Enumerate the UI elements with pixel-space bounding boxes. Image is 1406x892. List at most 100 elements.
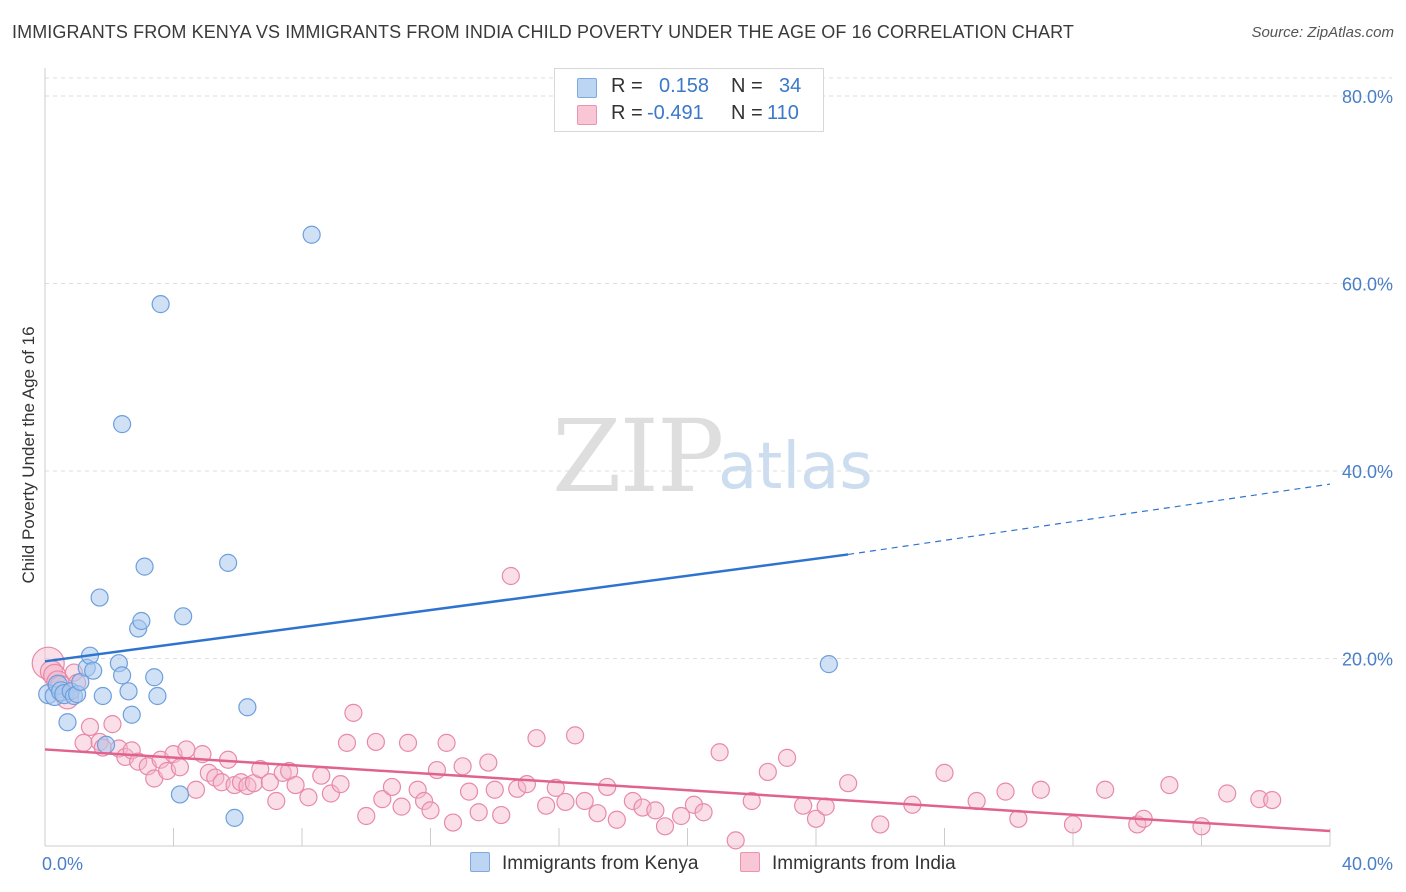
bottom-kenya-swatch <box>470 852 490 872</box>
india-point <box>312 766 331 785</box>
x-tick-label: 0.0% <box>42 854 83 874</box>
kenya-n-value: 34 <box>779 75 802 97</box>
kenya-n-label: N = <box>731 75 763 97</box>
india-point <box>103 715 122 734</box>
india-point <box>382 777 402 797</box>
india-point <box>575 791 594 811</box>
india-point <box>366 732 385 752</box>
y-tick-labels: 80.0% 60.0% 40.0% 20.0% <box>1342 87 1393 670</box>
india-point <box>408 780 427 799</box>
kenya-point <box>819 655 838 674</box>
india-point <box>996 782 1015 801</box>
trend-lines <box>44 483 1331 833</box>
india-point <box>671 806 691 826</box>
watermark-zip: ZIP <box>552 398 724 515</box>
india-n-label: N = <box>731 102 763 124</box>
y-tick-label: 40.0% <box>1342 462 1393 482</box>
india-point <box>177 740 196 759</box>
kenya-point <box>148 686 167 706</box>
india-point <box>684 795 704 814</box>
india-point <box>816 797 835 816</box>
india-point <box>758 762 777 782</box>
kenya-point <box>112 415 132 434</box>
kenya-point <box>93 686 112 706</box>
india-point <box>501 566 520 586</box>
india-point <box>623 791 642 811</box>
india-point <box>337 733 357 752</box>
india-point <box>344 703 363 722</box>
watermark-atlas: atlas <box>718 430 873 504</box>
kenya-point <box>132 611 151 631</box>
india-point <box>527 729 546 748</box>
india-point <box>453 757 472 776</box>
india-point <box>421 801 440 820</box>
india-swatch <box>577 105 597 125</box>
kenya-point <box>135 557 154 576</box>
india-point <box>726 831 745 850</box>
india-point <box>598 777 617 797</box>
india-point <box>1263 790 1282 810</box>
india-point <box>485 780 504 799</box>
india-point <box>839 774 858 793</box>
india-point <box>710 743 729 762</box>
india-trend-line <box>44 748 1331 833</box>
x-tick-labels: 0.0% 40.0% <box>42 854 1393 874</box>
kenya-point <box>170 785 190 804</box>
kenya-trend-line <box>44 553 849 663</box>
india-point <box>1009 809 1028 828</box>
india-point <box>437 733 456 752</box>
india-point <box>1218 784 1237 803</box>
india-point <box>170 758 190 777</box>
india-point <box>427 760 447 780</box>
kenya-point <box>112 666 132 685</box>
india-point <box>777 748 797 767</box>
kenya-swatch <box>577 78 597 98</box>
india-point <box>260 773 279 792</box>
india-point <box>694 803 713 822</box>
kenya-r-value: 0.158 <box>659 75 710 97</box>
india-point <box>1063 815 1083 834</box>
india-r-label: R = <box>611 102 643 124</box>
india-point <box>655 817 675 836</box>
india-point <box>517 775 536 794</box>
kenya-r-label: R = <box>611 75 643 97</box>
bottom-india-label: Immigrants from India <box>772 853 956 874</box>
india-point <box>286 775 305 795</box>
india-point <box>479 753 498 772</box>
kenya-point <box>302 225 321 244</box>
india-point <box>443 813 463 832</box>
india-point <box>251 760 270 779</box>
india-point <box>1250 790 1269 809</box>
india-point <box>537 796 556 815</box>
india-point <box>373 790 392 809</box>
india-point <box>459 782 479 801</box>
india-point <box>357 806 376 826</box>
bottom-legend-india: Immigrants from India <box>740 852 956 876</box>
india-point <box>742 791 761 811</box>
kenya-point <box>145 668 164 687</box>
india-point <box>588 804 607 823</box>
kenya-trend-line-extension <box>848 483 1331 556</box>
india-point <box>1160 775 1179 795</box>
correlation-legend: R = 0.158 N = 34 R = -0.491 N = 110 <box>554 68 824 132</box>
india-point <box>299 788 318 807</box>
india-point <box>871 815 890 834</box>
india-point <box>321 784 341 803</box>
india-point <box>1192 817 1211 836</box>
kenya-point <box>119 682 138 701</box>
x-tick-label: 40.0% <box>1342 854 1393 874</box>
india-r-value: -0.491 <box>647 102 704 124</box>
bottom-kenya-label: Immigrants from Kenya <box>502 853 699 874</box>
india-point <box>392 797 411 816</box>
y-tick-label: 60.0% <box>1342 275 1393 295</box>
india-point <box>414 791 434 811</box>
y-tick-label: 20.0% <box>1342 650 1393 670</box>
india-point <box>331 775 350 794</box>
kenya-point <box>225 808 244 827</box>
india-point <box>556 792 575 812</box>
india-point <box>186 780 206 799</box>
india-point <box>492 805 511 825</box>
bottom-india-swatch <box>740 852 760 872</box>
axes <box>44 68 1331 847</box>
